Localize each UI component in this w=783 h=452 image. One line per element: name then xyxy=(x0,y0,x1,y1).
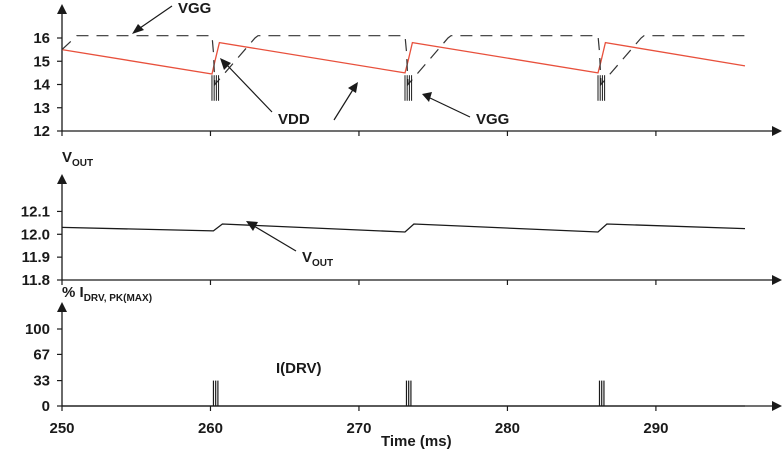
annotation-vdd-leader-left xyxy=(225,63,273,113)
x-tick-label: 260 xyxy=(198,420,223,437)
middle-y-label: VOUT xyxy=(62,149,93,169)
annotation-vgg-bottom-arrow-icon xyxy=(422,92,432,102)
middle-y-axis-arrow-icon xyxy=(57,174,67,184)
annotation-vout-arrow-icon xyxy=(246,221,258,231)
top-y-tick-label: 14 xyxy=(33,77,50,94)
series-vgg-line xyxy=(61,35,745,87)
top-y-axis-arrow-icon xyxy=(57,4,67,14)
bottom-y-tick-label: 67 xyxy=(33,346,50,363)
bottom-y-tick-label: 100 xyxy=(25,321,50,338)
middle-x-axis-arrow-icon xyxy=(772,275,782,285)
x-tick-label: 250 xyxy=(49,420,74,437)
annotation-vgg-top-leader xyxy=(139,5,173,29)
top-x-axis-arrow-icon xyxy=(772,126,782,136)
top-y-tick-label: 15 xyxy=(33,53,50,70)
annotation-vdd-right-arrow-icon xyxy=(348,82,358,93)
annotation-vdd-left-arrow-icon xyxy=(220,58,231,70)
top-panel: 12 13 14 15 16 VGG VDD VGG xyxy=(33,0,782,140)
series-vdd-line xyxy=(61,41,746,75)
annotation-idrv: I(DRV) xyxy=(276,360,322,377)
bottom-x-axis-arrow-icon xyxy=(772,401,782,411)
top-y-tick-label: 12 xyxy=(33,123,50,140)
x-tick-label: 280 xyxy=(495,420,520,437)
middle-y-tick-label: 12.0 xyxy=(21,226,50,243)
annotation-vout-leader xyxy=(253,225,297,252)
middle-y-tick-label: 11.8 xyxy=(22,272,50,289)
bottom-y-tick-label: 33 xyxy=(33,373,50,390)
annotation-vdd-leader-right xyxy=(333,87,355,121)
annotation-vgg-bottom: VGG xyxy=(476,111,509,128)
x-tick-label: 270 xyxy=(346,420,371,437)
x-axis-title: Time (ms) xyxy=(381,433,452,450)
annotation-vdd: VDD xyxy=(278,111,310,128)
annotation-vgg-top: VGG xyxy=(178,0,211,17)
top-y-tick-label: 13 xyxy=(33,100,50,117)
x-tick-label: 290 xyxy=(643,420,668,437)
middle-y-tick-label: 12.1 xyxy=(21,203,50,220)
series-vout-line xyxy=(61,223,746,233)
bottom-y-axis-arrow-icon xyxy=(57,302,67,312)
annotation-vgg-bottom-leader xyxy=(429,97,471,118)
bottom-panel: % IDRV, PK(MAX) 0 33 67 100 250 260 270 280 290… xyxy=(25,284,782,450)
annotation-vgg-top-arrow-icon xyxy=(132,24,144,34)
bottom-y-label: % IDRV, PK(MAX) xyxy=(62,284,152,304)
annotation-vout: VOUT xyxy=(302,249,333,269)
top-y-tick-label: 16 xyxy=(33,30,50,47)
bottom-y-tick-label: 0 xyxy=(42,398,50,415)
middle-y-tick-label: 11.9 xyxy=(22,249,50,266)
middle-panel: VOUT 11.8 11.9 12.0 12.1 VOUT xyxy=(21,149,782,289)
